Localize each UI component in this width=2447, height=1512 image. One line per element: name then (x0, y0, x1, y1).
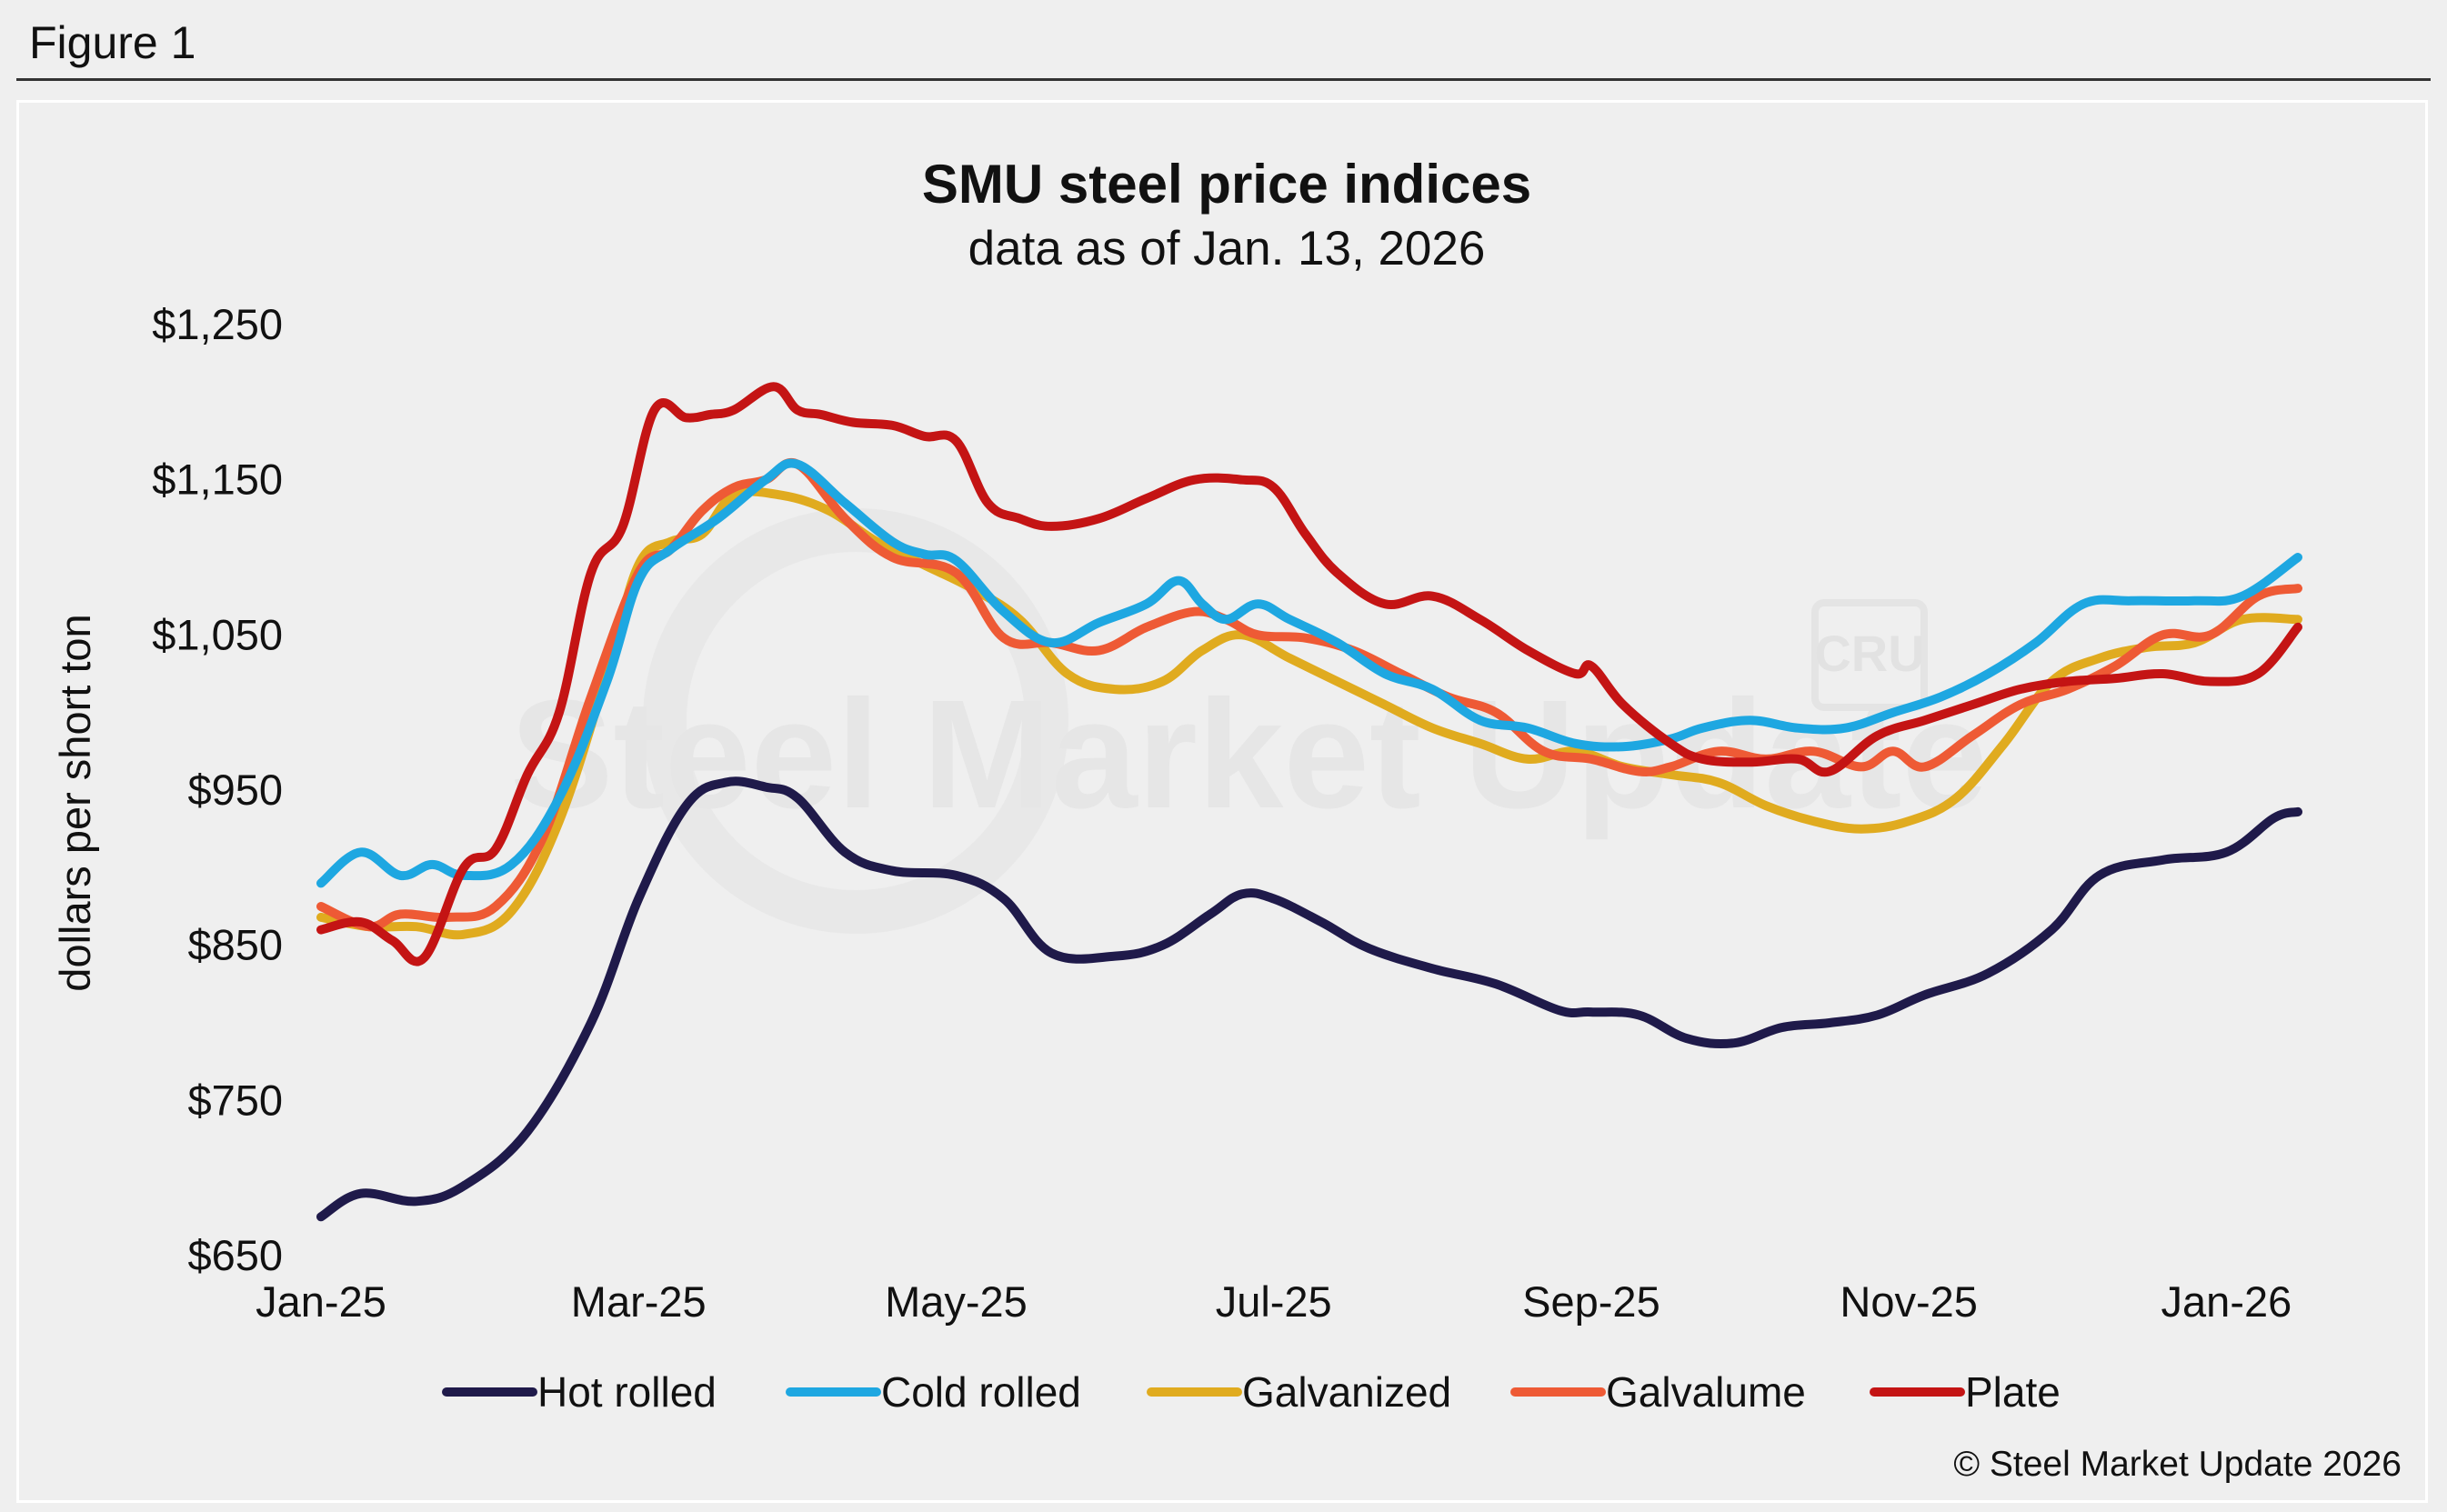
series-line-cold-rolled (316, 458, 2302, 888)
chart-panel: Steel Market Update CRU SMU steel price … (16, 100, 2428, 1503)
series-lines (316, 382, 2302, 1222)
series-line-hot-rolled (316, 776, 2302, 1222)
copyright-text: © Steel Market Update 2026 (1953, 1445, 2402, 1484)
x-axis-ticks: Jan-25 Mar-25 May-25 Jul-25 Sep-25 Nov-25 Jan-… (256, 1277, 2292, 1326)
figure-divider (16, 78, 2431, 81)
x-tick-label: Nov-25 (1840, 1277, 1978, 1326)
y-tick-label: $950 (187, 766, 283, 814)
y-tick-label: $1,250 (152, 300, 283, 348)
cru-logo-icon (1811, 599, 1928, 711)
x-tick-label: Mar-25 (571, 1277, 707, 1326)
x-tick-label: Jul-25 (1216, 1277, 1332, 1326)
chart-canvas: Steel Market Update CRU SMU steel price … (51, 154, 2402, 1484)
legend-label-hot-rolled: Hot rolled (537, 1368, 717, 1416)
y-tick-label: $750 (187, 1076, 283, 1124)
x-tick-label: Sep-25 (1522, 1277, 1660, 1326)
legend-label-plate: Plate (1965, 1368, 2061, 1416)
y-tick-label: $1,050 (152, 610, 283, 658)
legend-label-galvalume: Galvalume (1606, 1368, 1806, 1416)
y-axis-ticks: $650 $750 $850 $950 $1,050 $1,150 $1,250 (152, 300, 283, 1279)
legend: Hot rolled Cold rolled Galvanized Galvalume… (442, 1368, 2061, 1416)
series-line-plate (316, 382, 2302, 966)
figure-label: Figure 1 (29, 17, 196, 68)
cru-logo-text: CRU (1814, 625, 1924, 682)
x-tick-label: May-25 (885, 1277, 1028, 1326)
y-tick-label: $650 (187, 1231, 283, 1279)
x-tick-label: Jan-26 (2161, 1277, 2292, 1326)
chart-subtitle: data as of Jan. 13, 2026 (968, 222, 1486, 275)
y-axis-label: dollars per short ton (51, 614, 99, 991)
y-tick-label: $850 (187, 921, 283, 969)
x-tick-label: Jan-25 (256, 1277, 386, 1326)
chart-title: SMU steel price indices (922, 154, 1531, 215)
legend-label-cold-rolled: Cold rolled (881, 1368, 1081, 1416)
y-tick-label: $1,150 (152, 456, 283, 504)
legend-label-galvanized: Galvanized (1242, 1368, 1451, 1416)
